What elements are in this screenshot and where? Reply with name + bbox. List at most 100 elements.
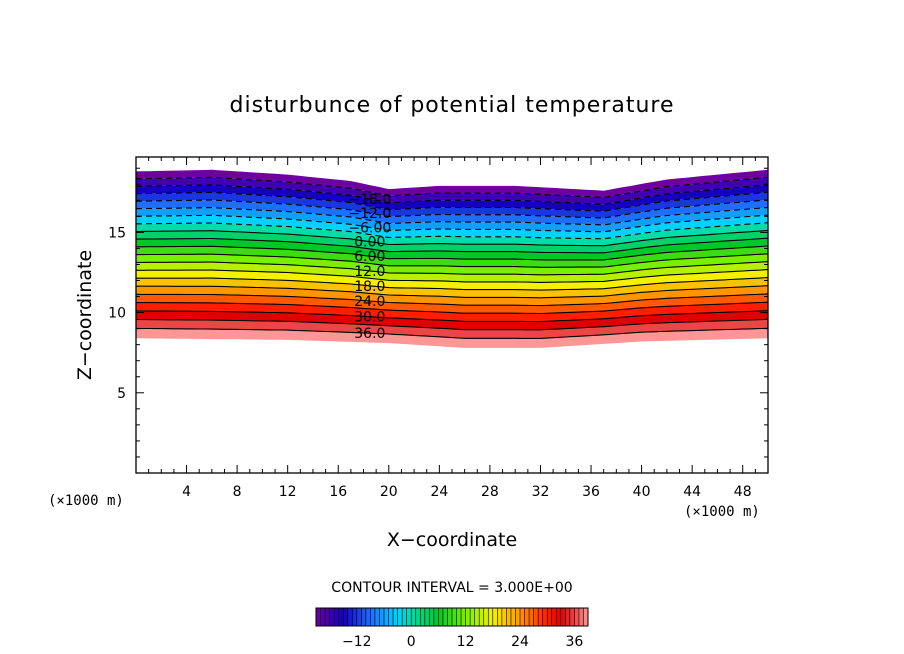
colorbar-swatch xyxy=(479,608,485,626)
contour-line xyxy=(135,184,769,205)
chart-title: disturbunce of potential temperature xyxy=(230,93,675,118)
contour-line xyxy=(136,269,769,283)
colorbar-swatch xyxy=(356,608,362,626)
contour-line xyxy=(136,245,769,261)
x-tick-label: 32 xyxy=(532,484,550,500)
colorbar-swatch xyxy=(370,608,376,626)
colorbar-swatch xyxy=(406,608,412,626)
y-tick-label: 5 xyxy=(117,386,126,402)
colorbar-swatch xyxy=(316,608,321,626)
y-tick-label: 15 xyxy=(108,225,126,241)
colorbar-swatch xyxy=(583,608,589,626)
colorbar-swatch xyxy=(420,608,426,626)
contour-band xyxy=(136,310,768,330)
contour-line xyxy=(135,214,769,233)
y-axis-unit: (×1000 m) xyxy=(48,493,124,509)
x-tick-label: 20 xyxy=(380,484,398,500)
colorbar-swatch xyxy=(329,608,335,626)
colorbar: −12 0 12 24 36 xyxy=(315,607,589,650)
contour-label: 6.00 xyxy=(354,249,385,265)
colorbar-tick-label: 12 xyxy=(457,634,475,650)
contour-line xyxy=(135,199,769,219)
contour-band xyxy=(136,269,768,291)
contour-line xyxy=(136,285,769,299)
contour-label: 30.0 xyxy=(354,310,385,326)
contour-line xyxy=(135,293,769,307)
colorbar-swatch xyxy=(402,608,408,626)
colorbar-swatch xyxy=(442,608,448,626)
contour-line xyxy=(135,327,769,339)
colorbar-swatch xyxy=(452,608,457,626)
contour-line xyxy=(135,318,769,331)
contour-band xyxy=(136,285,768,306)
colorbar-swatch xyxy=(338,608,344,626)
contour-line xyxy=(136,253,769,268)
colorbar-swatch xyxy=(574,608,580,626)
contour-labels: −18.0−12.0−6.000.006.0012.018.024.030.03… xyxy=(348,192,391,342)
contour-line xyxy=(135,229,769,247)
contour-label: −6.00 xyxy=(348,220,391,236)
contour-band xyxy=(136,199,768,225)
colorbar-tick-label: 0 xyxy=(407,634,416,650)
contour-label: 0.00 xyxy=(354,235,385,251)
plot-area xyxy=(135,169,769,348)
colorbar-swatch xyxy=(492,608,498,626)
contour-band xyxy=(136,184,768,212)
colorbar-swatch xyxy=(384,608,389,626)
x-tick-label: 44 xyxy=(683,484,701,500)
contour-line xyxy=(135,310,769,323)
contour-band xyxy=(136,192,768,218)
colorbar-swatch xyxy=(483,608,489,626)
contour-band xyxy=(136,230,768,253)
colorbar-swatch xyxy=(510,608,516,626)
colorbar-swatch xyxy=(433,608,439,626)
contour-line xyxy=(135,206,769,226)
colorbar-swatch xyxy=(347,608,353,626)
contour-band xyxy=(136,277,768,298)
colorbar-tick-label: 24 xyxy=(511,634,529,650)
contour-line xyxy=(136,261,769,276)
colorbar-tick-label: −12 xyxy=(342,634,372,650)
contour-label: −18.0 xyxy=(348,192,391,208)
colorbar-swatch xyxy=(456,608,462,626)
colorbar-frame xyxy=(315,607,589,627)
colorbar-swatch xyxy=(551,608,557,626)
colorbar-swatch xyxy=(506,608,512,626)
colorbar-swatch xyxy=(497,608,503,626)
colorbar-swatch xyxy=(415,608,421,626)
contour-label: 36.0 xyxy=(354,326,385,342)
x-tick-label: 36 xyxy=(582,484,600,500)
colorbar-swatch xyxy=(474,608,480,626)
colorbar-swatch xyxy=(374,608,380,626)
colorbar-swatch xyxy=(334,608,340,626)
x-tick-label: 24 xyxy=(430,484,448,500)
colorbar-swatch xyxy=(365,608,371,626)
contour-band xyxy=(136,215,768,239)
contour-band xyxy=(136,246,768,268)
x-tick-label: 28 xyxy=(481,484,499,500)
colorbar-swatch xyxy=(343,608,349,626)
colorbar-swatch xyxy=(533,608,539,626)
x-tick-label: 48 xyxy=(734,484,752,500)
contour-band xyxy=(136,302,768,322)
contour-band xyxy=(136,222,768,246)
colorbar-swatch xyxy=(529,608,534,626)
colorbar-swatch xyxy=(569,608,575,626)
contour-band xyxy=(136,319,768,339)
x-axis-unit: (×1000 m) xyxy=(684,504,760,520)
colorbar-swatch xyxy=(465,608,471,626)
contour-band xyxy=(136,177,768,205)
contour-label: 24.0 xyxy=(354,294,385,310)
colorbar-swatch xyxy=(556,608,562,626)
contour-band xyxy=(136,238,768,260)
colorbar-swatch xyxy=(438,608,444,626)
x-tick-label: 40 xyxy=(633,484,651,500)
contour-line xyxy=(135,176,769,199)
colorbar-swatch xyxy=(524,608,530,626)
contour-band xyxy=(136,253,768,275)
colorbar-swatch xyxy=(547,608,553,626)
contour-label: 18.0 xyxy=(354,279,385,295)
colorbar-swatch xyxy=(379,608,385,626)
colorbar-swatch xyxy=(565,608,571,626)
